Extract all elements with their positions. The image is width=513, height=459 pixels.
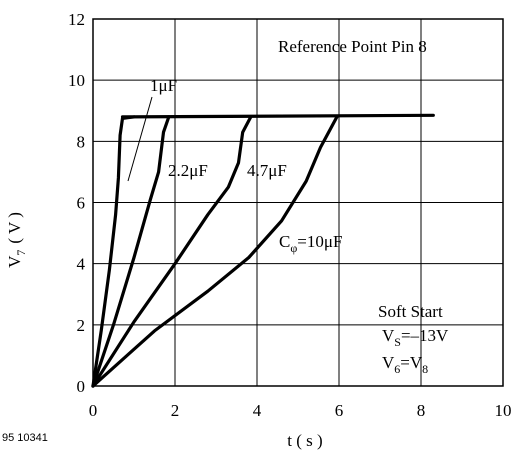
y-tick-label: 0 [77,377,86,396]
x-tick-label: 10 [495,401,512,420]
y-tick-label: 10 [68,71,85,90]
plot-frame [92,18,504,387]
x-tick-label: 8 [417,401,426,420]
series-line [91,115,171,388]
x-tick-label: 4 [253,401,262,420]
y-tick-label: 4 [77,255,86,274]
y-tick-label: 6 [77,194,86,213]
reference-note: Reference Point Pin 8 [278,37,427,56]
series-line [91,115,253,388]
series-label-1uF-leader [127,96,153,182]
series-label-2.2uF: 2.2μF [168,161,208,180]
x-tick-label: 0 [89,401,98,420]
y-tick-label: 8 [77,132,86,151]
x-tick-label: 2 [171,401,180,420]
series-label-10uF: Cφ=10μF [279,232,342,255]
x-axis-label: t ( s ) [287,431,322,450]
condition-vs: VS=–13V [382,326,449,349]
series-line [91,115,136,388]
y-tick-label: 2 [77,316,86,335]
tick-labels: 0 2 4 6 8 10 0 2 4 6 8 10 12 [68,10,512,420]
condition-v6: V6=V8 [382,353,428,376]
x-tick-label: 6 [335,401,344,420]
curves [91,113,435,388]
y-tick-label: 12 [68,10,85,29]
series-label-4.7uF: 4.7μF [247,161,287,180]
series-line [120,113,435,119]
condition-title: Soft Start [378,302,443,321]
y-axis-label: V7( V ) [5,212,28,268]
series-label-1uF: 1μF [150,76,177,95]
figure-code: 95 10341 [2,432,48,444]
series-line [91,115,339,388]
